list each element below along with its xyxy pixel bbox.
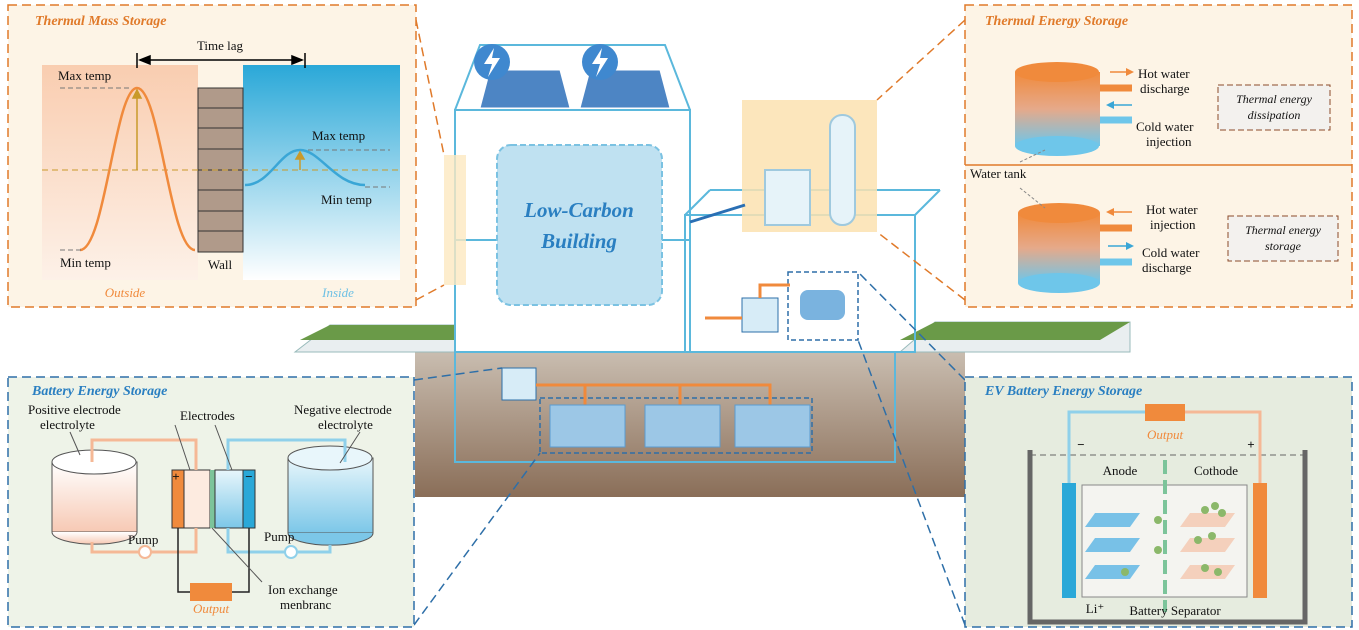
shape-line (416, 20, 444, 155)
shape-rect (190, 583, 232, 601)
label: Cothode (1194, 463, 1238, 478)
shape-g (480, 70, 670, 108)
label: storage (1265, 239, 1302, 253)
outside-area (42, 65, 198, 280)
shape-circle (1194, 536, 1202, 544)
shape-ellipse (1015, 62, 1099, 82)
shape-g (1085, 513, 1140, 579)
shape-rect (742, 298, 778, 332)
label: Positive electrode (28, 402, 121, 417)
diagram: Low-Carbon Building Thermal Mass Storage… (0, 0, 1359, 630)
shape-rect (184, 470, 210, 528)
shape-rect (550, 405, 625, 447)
label: menbranc (280, 597, 331, 612)
shape-circle (1214, 568, 1222, 576)
shape-circle (1121, 568, 1129, 576)
shape-rect (735, 405, 810, 447)
shape-rect (1015, 72, 1100, 146)
shape-polygon (300, 325, 455, 340)
shape-g (550, 405, 810, 447)
shape-rect (1018, 213, 1100, 283)
label: Wall (208, 257, 233, 272)
shape-rect (1145, 404, 1185, 421)
shape-rect (645, 405, 720, 447)
panel-title: Thermal Mass Storage (35, 14, 166, 29)
shape-circle (1218, 509, 1226, 517)
label: Output (1147, 427, 1184, 442)
shape-rect (215, 470, 243, 528)
label: − (1077, 437, 1084, 452)
shape-rect (830, 115, 855, 225)
shape-line (915, 190, 940, 215)
shape-line (685, 190, 710, 215)
shape-circle (1154, 516, 1162, 524)
shape-ellipse (52, 450, 136, 474)
label: − (245, 469, 252, 484)
shape-rect (210, 470, 215, 528)
shape-rect (444, 155, 466, 285)
shape-rect (1253, 483, 1267, 598)
label: + (172, 469, 179, 484)
shape-ellipse (1018, 273, 1100, 293)
shape-line (416, 285, 444, 300)
label: discharge (1140, 81, 1190, 96)
shape-circle (1208, 532, 1216, 540)
label: Max temp (58, 68, 111, 83)
label: + (1247, 437, 1254, 452)
label: Negative electrode (294, 402, 392, 417)
building-title: Building (540, 229, 617, 253)
label: injection (1146, 134, 1192, 149)
label: discharge (1142, 260, 1192, 275)
shape-rect (765, 170, 810, 225)
panel-title: Battery Energy Storage (31, 384, 167, 399)
label: Cold water (1136, 119, 1194, 134)
label: Time lag (197, 38, 244, 53)
label: dissipation (1248, 108, 1301, 122)
label: Thermal energy (1245, 223, 1322, 237)
inside-area (243, 65, 400, 280)
shape-polyline (760, 285, 790, 298)
label: Outside (105, 285, 146, 300)
label: Max temp (312, 128, 365, 143)
label: Li⁺ (1086, 601, 1104, 616)
shape-circle (1211, 502, 1219, 510)
shape-circle (1201, 564, 1209, 572)
shape-ellipse (1015, 136, 1099, 156)
label: Min temp (321, 192, 372, 207)
label: Electrodes (180, 408, 235, 423)
shape-line (877, 20, 965, 100)
label: Pump (264, 529, 294, 544)
label: injection (1150, 217, 1196, 232)
label: electrolyte (318, 417, 373, 432)
shape-circle (1154, 546, 1162, 554)
building-title: Low-Carbon (523, 198, 634, 222)
label: Battery Separator (1129, 603, 1221, 618)
label: Ion exchange (268, 582, 338, 597)
label: Thermal energy (1236, 92, 1313, 106)
label: Hot water (1138, 66, 1190, 81)
shape-rect (497, 145, 662, 305)
shape-ellipse (288, 446, 372, 470)
shape-line (690, 205, 745, 222)
shape-rect (800, 290, 845, 320)
shape-polygon (900, 322, 1130, 340)
shape-line (877, 232, 965, 300)
shape-rect (502, 368, 536, 400)
label: Cold water (1142, 245, 1200, 260)
shape-ellipse (1018, 203, 1100, 223)
label: electrolyte (40, 417, 95, 432)
shape-rect (1062, 483, 1076, 598)
label: Output (193, 601, 230, 616)
label: Hot water (1146, 202, 1198, 217)
label: Anode (1103, 463, 1138, 478)
panel-title: Thermal Energy Storage (985, 14, 1128, 29)
shape-circle (139, 546, 151, 558)
panel-title: EV Battery Energy Storage (984, 384, 1142, 399)
shape-circle (285, 546, 297, 558)
label: Water tank (970, 166, 1027, 181)
label: Min temp (60, 255, 111, 270)
shape-circle (1201, 506, 1209, 514)
label: Pump (128, 532, 158, 547)
label: Inside (321, 285, 354, 300)
